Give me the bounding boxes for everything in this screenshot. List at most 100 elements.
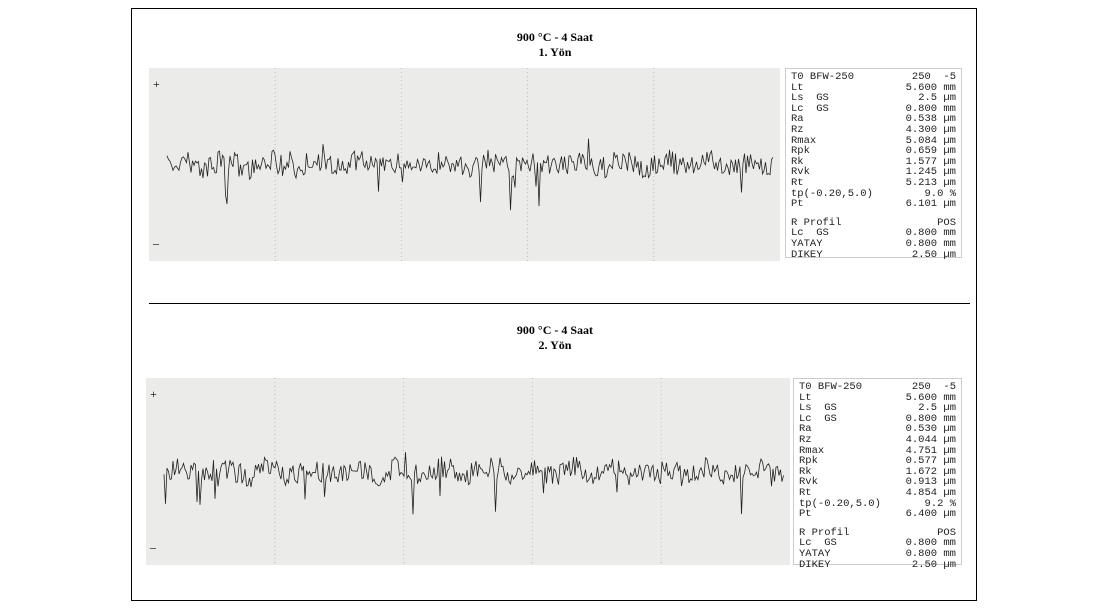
param-label: Rz — [791, 123, 804, 136]
param-label: T0 BFW-250 — [799, 381, 863, 393]
param-value: 4.300 µm — [905, 123, 956, 136]
readout-row: Rt 4.854 µm — [799, 488, 956, 499]
profile-plot: +– — [149, 378, 784, 565]
subtitle: 1. Yön — [538, 45, 572, 59]
separator — [149, 303, 970, 304]
param-label: YATAY — [791, 237, 823, 250]
param-label: Lc GS — [799, 537, 837, 550]
readout-row: Rmax 4.751 µm — [799, 444, 956, 457]
param-label: T0 BFW-250 — [791, 71, 855, 83]
readout-row: Ls GS 2.5 µm — [799, 403, 956, 414]
readout-row: tp(-0.20,5.0) 9.2 % — [799, 497, 956, 510]
readout-row: R Profil POS — [799, 528, 956, 539]
readout-row: Rz 4.300 µm — [791, 125, 956, 136]
param-value: 2.5 µm — [918, 92, 956, 105]
param-value: 5.600 mm — [905, 391, 956, 404]
param-value: POS — [937, 526, 956, 539]
param-label: Lc GS — [791, 227, 829, 240]
readout-row: Pt 6.101 µm — [791, 199, 956, 210]
scan-image: + – — [149, 68, 780, 261]
param-value: 6.400 µm — [905, 508, 956, 521]
param-value: 0.800 mm — [905, 412, 956, 425]
readout: T0 BFW-250 250 -5 Lt 5.600 mm Ls GS 2.5 µm Lc … — [785, 68, 962, 261]
readout-row: Ls GS 2.5 µm — [791, 93, 956, 104]
readout-row: Lc GS 0.800 mm — [791, 104, 956, 115]
axis-sign: – — [152, 236, 160, 250]
param-value: 0.800 mm — [905, 227, 956, 240]
param-label: R Profil — [791, 216, 842, 229]
readout-row: T0 BFW-250 250 -5 — [799, 382, 956, 393]
profile-trace — [166, 138, 774, 211]
readout-row: Rk 1.672 µm — [799, 467, 956, 478]
param-label: Ra — [791, 113, 804, 126]
profile-plot: +– — [152, 68, 774, 261]
readout-row: Ra 0.538 µm — [791, 114, 956, 125]
param-label: Lc GS — [791, 102, 829, 115]
param-label: Rvk — [791, 166, 810, 179]
param-value: 250 -5 — [911, 71, 956, 83]
panel-title: 900 °C - 4 Saat 2. Yön — [355, 323, 755, 353]
param-value: 0.800 mm — [905, 237, 956, 250]
param-value: 0.800 mm — [905, 102, 956, 115]
param-label: Rt — [799, 486, 812, 499]
title: 900 °C - 4 Saat — [516, 30, 594, 44]
readout-row: Rvk 1.245 µm — [791, 167, 956, 178]
readout-row: Rmax 5.084 µm — [791, 134, 956, 147]
readout-row: Pt 6.400 µm — [799, 509, 956, 520]
param-label: Rpk — [799, 455, 818, 468]
profile-trace — [163, 452, 784, 515]
readout-row: YATAY 0.800 mm — [791, 239, 956, 250]
param-value: 0.530 µm — [905, 423, 956, 436]
param-value: 4.751 µm — [905, 444, 956, 457]
param-label: Rpk — [791, 145, 810, 158]
readout-row: T0 BFW-250 250 -5 — [791, 72, 956, 83]
param-label: Ls GS — [799, 402, 837, 415]
param-value: 0.659 µm — [905, 145, 956, 158]
param-label: Lt — [791, 81, 804, 94]
param-label: tp(-0.20,5.0) — [791, 187, 873, 200]
readout-row: DIKEY 2.50 µm — [799, 559, 956, 571]
param-label: Pt — [791, 198, 804, 211]
param-label: Lc GS — [799, 412, 837, 425]
param-value: 2.50 µm — [911, 248, 956, 261]
param-value: 0.800 mm — [905, 547, 956, 560]
readout-row: Rvk 0.913 µm — [799, 477, 956, 488]
readout-row: Ra 0.530 µm — [799, 424, 956, 435]
param-label: Rt — [791, 176, 804, 189]
param-value: 5.213 µm — [905, 176, 956, 189]
readout-row: Lt 5.600 mm — [791, 81, 956, 94]
param-label: Rmax — [799, 444, 825, 457]
readout-row: Lc GS 0.800 mm — [791, 228, 956, 239]
param-label: Pt — [799, 508, 812, 521]
param-label: Rmax — [791, 134, 817, 147]
param-value: 4.044 µm — [905, 433, 956, 446]
param-value: POS — [937, 216, 956, 229]
readout-row: Rpk 0.577 µm — [799, 456, 956, 467]
subtitle: 2. Yön — [538, 338, 572, 352]
readout-row: tp(-0.20,5.0) 9.0 % — [791, 187, 956, 200]
axis-sign: – — [149, 540, 157, 554]
param-value: 0.538 µm — [905, 113, 956, 126]
param-value: 1.245 µm — [905, 166, 956, 179]
param-value: 4.854 µm — [905, 486, 956, 499]
readout-row: Rt 5.213 µm — [791, 178, 956, 189]
param-value: 5.600 mm — [905, 81, 956, 94]
param-label: Rk — [799, 465, 812, 478]
axis-sign: + — [150, 387, 157, 401]
param-value: 9.2 % — [924, 497, 956, 510]
scan-image: + – — [146, 378, 790, 565]
param-value: 6.101 µm — [905, 198, 956, 211]
param-value: 0.913 µm — [905, 476, 956, 489]
param-value: 250 -5 — [911, 381, 956, 393]
readout-row: R Profil POS — [791, 218, 956, 229]
param-value: 9.0 % — [924, 187, 956, 200]
param-label: YATAY — [799, 547, 831, 560]
param-label: tp(-0.20,5.0) — [799, 497, 881, 510]
param-value: 2.5 µm — [918, 402, 956, 415]
param-label: Ls GS — [791, 92, 829, 105]
param-label: Lt — [799, 391, 812, 404]
param-value: 1.577 µm — [905, 155, 956, 168]
readout-row: DIKEY 2.50 µm — [791, 248, 956, 261]
param-label: Rz — [799, 433, 812, 446]
param-label: DIKEY — [791, 248, 823, 261]
